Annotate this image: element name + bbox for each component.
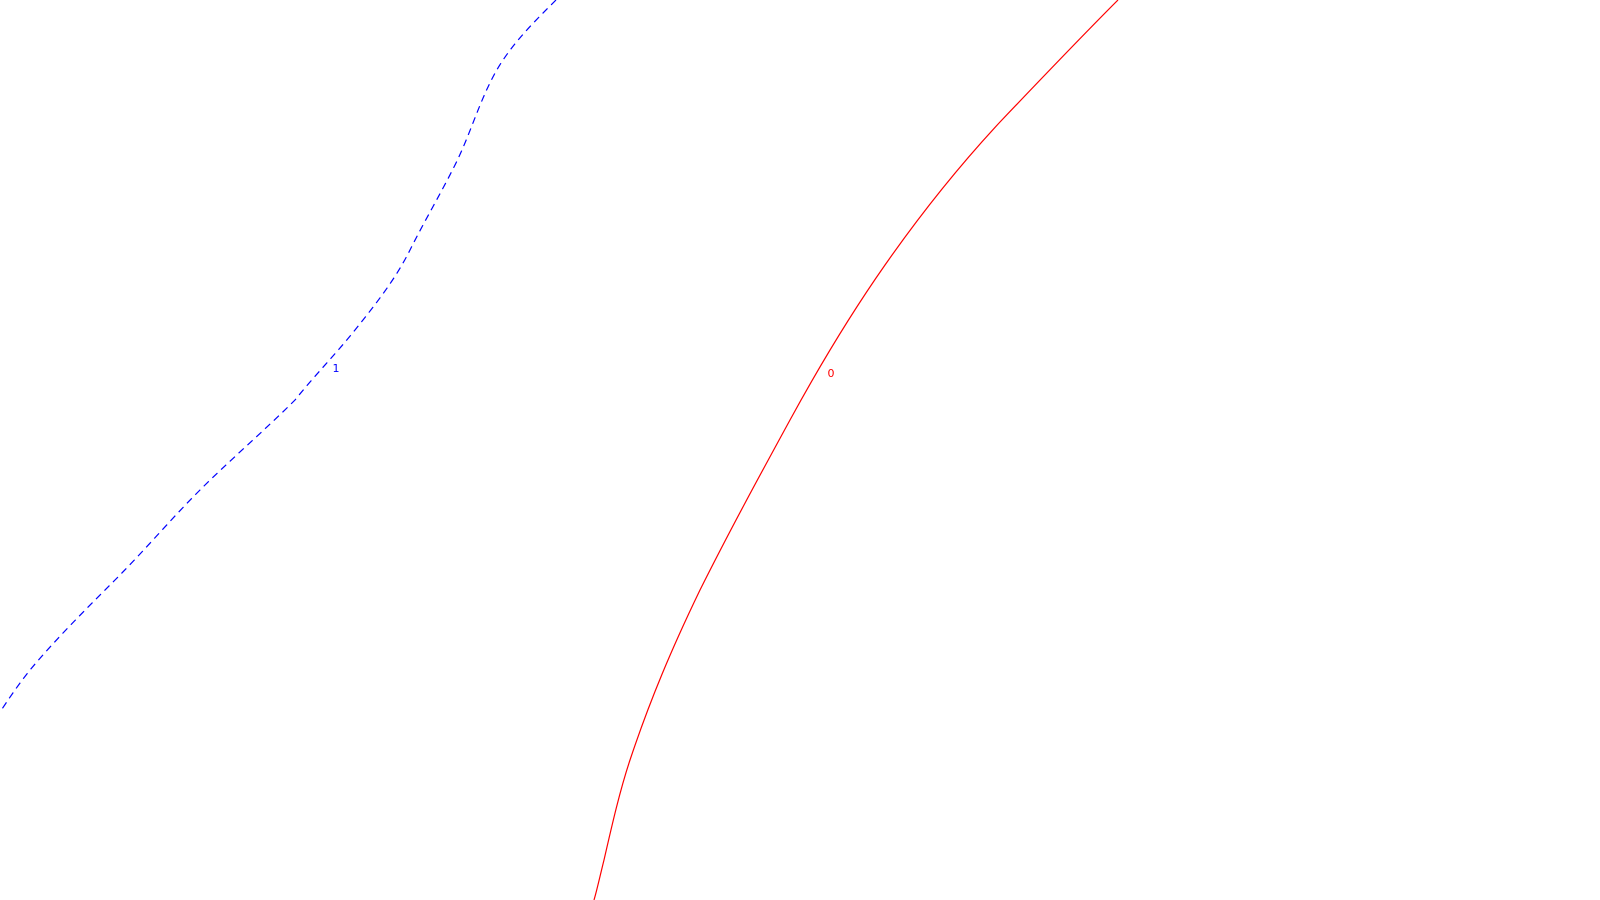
contour-line-1 [0,0,557,713]
contour-label-1: 1 [333,362,340,375]
contour-line-0 [593,0,1119,900]
contour-label-0: 0 [828,367,835,380]
